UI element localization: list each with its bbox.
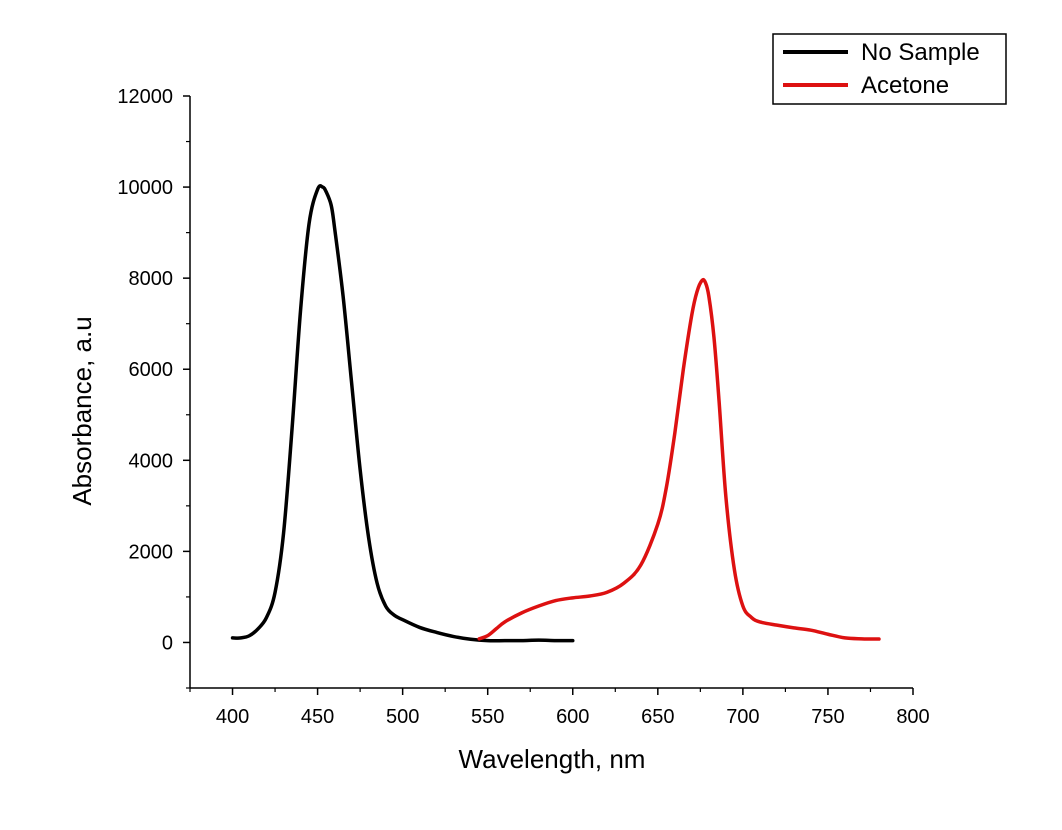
y-axis-title: Absorbance, a.u xyxy=(67,316,97,505)
y-tick-label: 8000 xyxy=(129,268,174,290)
x-tick-label: 700 xyxy=(726,706,759,728)
legend: No Sample Acetone xyxy=(772,33,1007,105)
series-line-acetone xyxy=(477,278,881,641)
y-tick-label: 4000 xyxy=(129,450,174,472)
y-tick-label: 6000 xyxy=(129,359,174,381)
series-line-no-sample xyxy=(230,184,575,643)
ticks-group: 400 450 500 550 600 650 700 750 8000200040006000… xyxy=(117,86,929,728)
legend-box xyxy=(772,33,1007,105)
y-tick-label: 10000 xyxy=(117,177,173,199)
legend-label-no-sample: No Sample xyxy=(861,39,980,66)
x-tick-label: 750 xyxy=(811,706,844,728)
x-tick-label: 450 xyxy=(301,706,334,728)
x-tick-label: 650 xyxy=(641,706,674,728)
y-tick-label: 2000 xyxy=(129,541,174,563)
legend-label-acetone: Acetone xyxy=(861,72,949,99)
y-tick-label: 12000 xyxy=(117,86,173,108)
x-axis-title: Wavelength, nm xyxy=(459,744,646,774)
series-group xyxy=(230,184,881,643)
x-tick-label: 500 xyxy=(386,706,419,728)
x-tick-label: 600 xyxy=(556,706,589,728)
y-tick-label: 0 xyxy=(162,632,173,654)
x-tick-label: 400 xyxy=(216,706,249,728)
x-tick-label: 550 xyxy=(471,706,504,728)
x-tick-label: 800 xyxy=(896,706,929,728)
axes-group xyxy=(189,96,913,689)
